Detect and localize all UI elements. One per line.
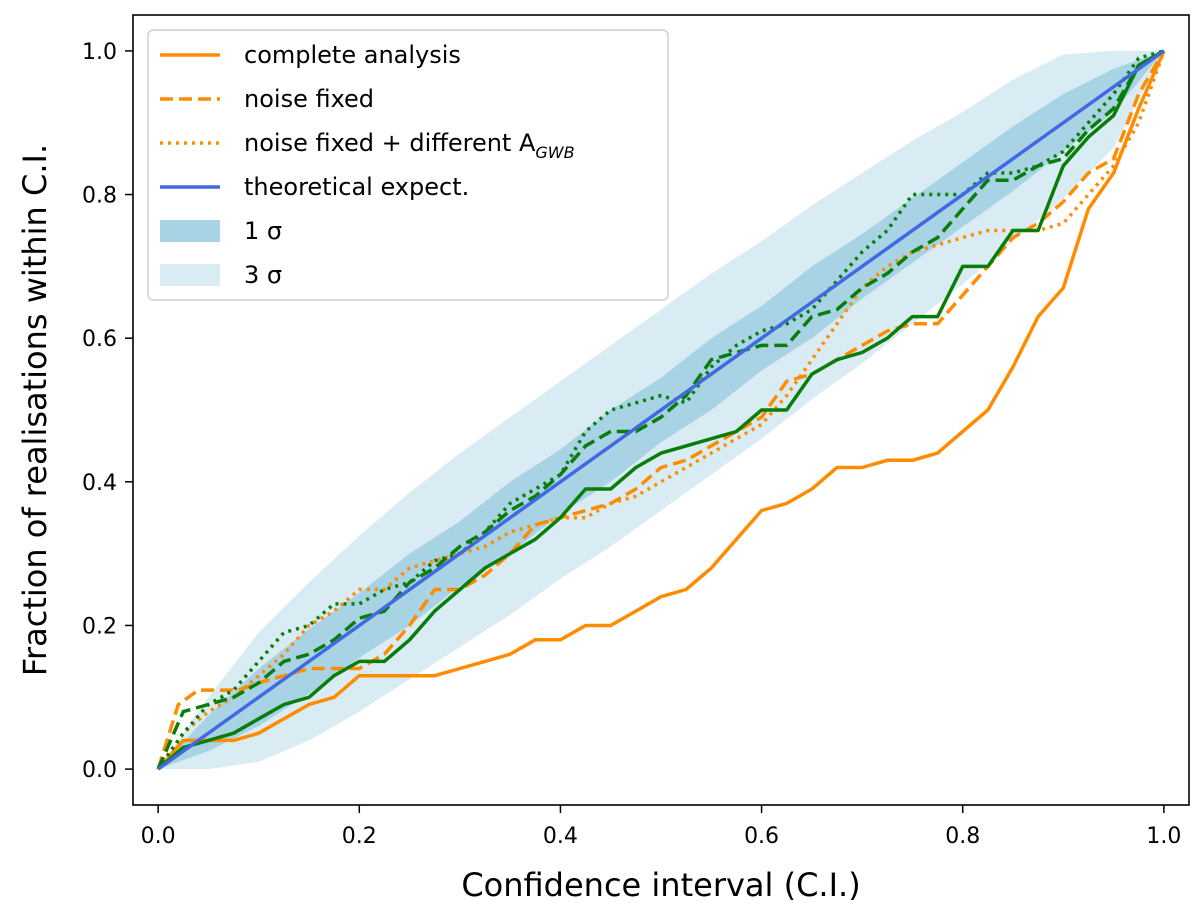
legend-label-complete-analysis: complete analysis: [244, 41, 461, 69]
legend-label-theoretical-expect: theoretical expect.: [244, 173, 469, 201]
x-tick-label: 0.2: [342, 824, 377, 849]
y-tick-label: 0.0: [82, 758, 117, 783]
legend: complete analysis noise fixed noise fixe…: [147, 29, 669, 301]
series-noise-fixed-green: [156, 49, 1165, 770]
y-tick-label: 0.6: [82, 327, 117, 352]
series-complete-analysis-green: [156, 49, 1165, 771]
x-tick-label: 0.4: [543, 824, 578, 849]
y-tick-label: 0.4: [82, 471, 117, 496]
legend-swatch-3-sigma: [160, 264, 220, 286]
plot-area: [156, 49, 1166, 771]
x-axis-label: Confidence interval (C.I.): [461, 866, 860, 904]
y-axis-ticks: 0.0 0.2 0.4 0.6 0.8 1.0: [82, 40, 133, 783]
y-axis-label: Fraction of realisations within C.I.: [16, 144, 54, 676]
legend-label-main: noise fixed + different A: [244, 129, 536, 157]
x-tick-label: 0.6: [744, 824, 779, 849]
series-complete-analysis-orange: [156, 50, 1166, 771]
x-tick-label: 1.0: [1146, 824, 1181, 849]
x-tick-label: 0.0: [141, 824, 176, 849]
legend-label-subscript: GWB: [535, 143, 574, 162]
legend-label-1-sigma: 1 σ: [244, 217, 282, 245]
y-tick-label: 1.0: [82, 40, 117, 65]
legend-swatch-1-sigma: [160, 220, 220, 242]
series-layer: [156, 49, 1166, 771]
series-noise-fixed-different-a-gwb-green: [156, 49, 1165, 771]
legend-label-noise-fixed-different-agwb: noise fixed + different AGWB: [244, 129, 575, 162]
legend-label-3-sigma: 3 σ: [244, 261, 282, 289]
x-axis-ticks: 0.0 0.2 0.4 0.6 0.8 1.0: [141, 805, 1181, 849]
series-theoretical-expect: [157, 49, 1165, 771]
y-tick-label: 0.2: [82, 614, 117, 639]
plot-frame: [132, 14, 1190, 806]
legend-frame: [147, 29, 669, 301]
y-tick-label: 0.8: [82, 184, 117, 209]
series-noise-fixed-different-a-gwb-orange: [156, 50, 1166, 771]
legend-label-noise-fixed: noise fixed: [244, 85, 374, 113]
x-tick-label: 0.8: [945, 824, 980, 849]
